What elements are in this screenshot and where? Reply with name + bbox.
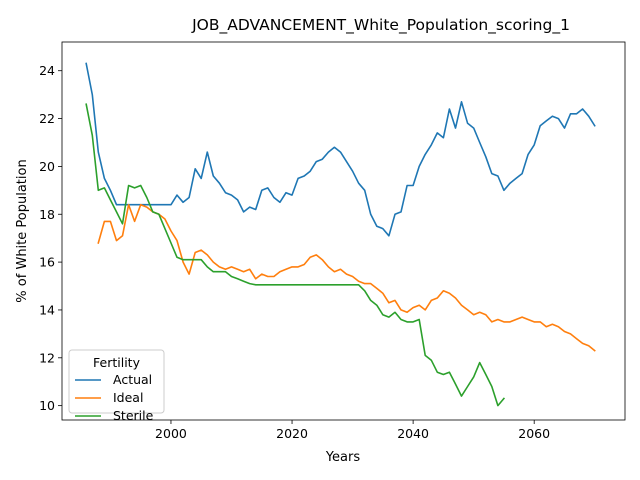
legend-title: Fertility <box>93 355 141 370</box>
y-tick-label: 12 <box>39 350 55 365</box>
y-axis: 10 12 14 16 18 20 22 24 <box>39 63 62 413</box>
series-layer <box>85 62 596 407</box>
legend: Fertility Actual Ideal Sterile <box>68 349 165 423</box>
legend-entry-actual: Actual <box>113 372 152 387</box>
x-tick-label: 2040 <box>397 426 429 441</box>
y-tick-label: 22 <box>39 111 55 126</box>
x-axis: 2000 2020 2040 2060 <box>155 420 550 441</box>
x-axis-label: Years <box>325 450 361 465</box>
y-tick-label: 18 <box>39 207 55 222</box>
y-tick-label: 14 <box>39 302 55 317</box>
chart-title: JOB_ADVANCEMENT_White_Population_scoring… <box>191 16 570 35</box>
plot-frame <box>61 41 626 421</box>
series-line-ideal <box>97 203 596 352</box>
y-tick-label: 20 <box>39 159 55 174</box>
series-line-sterile <box>85 103 506 407</box>
y-tick-label: 24 <box>39 63 55 78</box>
legend-entry-sterile: Sterile <box>113 408 154 423</box>
y-tick-label: 10 <box>39 398 55 413</box>
x-tick-label: 2020 <box>276 426 308 441</box>
series-line-actual <box>85 62 596 237</box>
legend-entry-ideal: Ideal <box>113 390 143 405</box>
x-tick-label: 2060 <box>518 426 550 441</box>
y-tick-label: 16 <box>39 255 55 270</box>
x-tick-label: 2000 <box>155 426 187 441</box>
y-axis-label: % of White Population <box>15 159 30 302</box>
